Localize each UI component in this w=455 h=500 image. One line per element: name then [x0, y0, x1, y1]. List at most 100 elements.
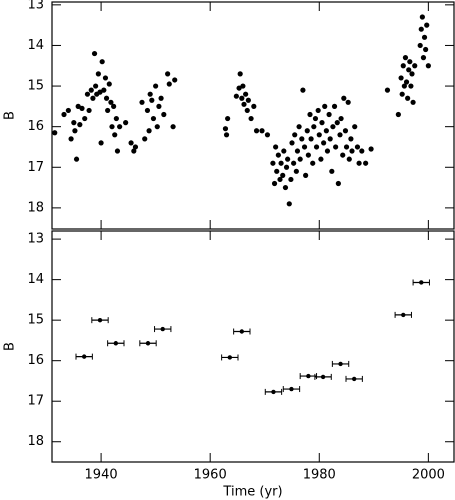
data-point — [289, 140, 295, 146]
data-point — [158, 95, 164, 101]
data-point — [421, 34, 428, 40]
data-point — [223, 132, 230, 138]
data-point — [73, 156, 80, 162]
data-point — [296, 124, 302, 130]
data-point — [398, 75, 404, 81]
data-point — [160, 326, 165, 332]
data-point — [281, 148, 287, 154]
data-point — [359, 148, 365, 154]
data-point — [425, 63, 431, 69]
data-point — [354, 144, 361, 150]
data-point — [275, 152, 281, 158]
y-tick-label: 18 — [27, 434, 44, 449]
data-point — [321, 140, 327, 146]
data-point — [292, 132, 298, 138]
data-point — [399, 91, 405, 97]
data-point — [271, 180, 278, 187]
data-point — [327, 136, 333, 142]
data-point — [97, 89, 103, 95]
data-point — [139, 99, 145, 105]
data-point — [150, 115, 157, 122]
data-point — [103, 95, 110, 101]
data-point — [356, 160, 362, 166]
data-point — [301, 144, 308, 150]
data-point — [112, 132, 118, 138]
data-point — [68, 136, 74, 142]
data-point — [286, 201, 292, 207]
y-axis-label: B — [3, 111, 18, 120]
data-point — [403, 79, 410, 85]
data-point — [349, 148, 355, 154]
data-point — [313, 144, 320, 150]
data-point — [239, 95, 245, 101]
data-point — [307, 111, 313, 118]
data-point — [288, 176, 294, 183]
y-tick-label: 18 — [27, 200, 44, 215]
data-point — [105, 107, 111, 114]
data-point — [343, 144, 350, 150]
data-point — [236, 85, 242, 91]
data-point — [71, 120, 77, 126]
data-point — [351, 376, 357, 382]
data-point — [310, 160, 316, 166]
data-point — [283, 164, 290, 170]
data-point — [409, 71, 415, 77]
y-tick-label: 15 — [27, 79, 44, 94]
data-point — [114, 148, 121, 154]
data-point — [326, 111, 332, 118]
data-point — [363, 160, 369, 166]
data-point — [335, 180, 341, 187]
data-point — [342, 128, 349, 134]
data-point — [338, 361, 343, 367]
data-point — [117, 124, 123, 130]
data-point — [419, 14, 425, 20]
data-point — [289, 386, 294, 392]
data-point — [408, 83, 414, 89]
data-point — [90, 95, 96, 101]
data-point — [337, 132, 343, 138]
x-axis-label: Time (yr) — [222, 485, 282, 500]
y-tick-label: 13 — [27, 232, 44, 247]
data-point — [52, 130, 58, 136]
data-point — [101, 87, 107, 93]
data-point — [109, 124, 115, 130]
data-point — [153, 83, 159, 89]
data-point — [308, 136, 314, 142]
data-point — [401, 83, 407, 89]
data-point — [341, 95, 347, 101]
y-tick-label: 17 — [27, 394, 44, 409]
data-point — [172, 77, 178, 83]
data-point — [131, 148, 137, 154]
data-point — [320, 374, 326, 380]
y-tick-label: 17 — [27, 160, 44, 175]
plot-frame — [51, 1, 455, 230]
data-point — [82, 115, 88, 122]
data-point — [144, 107, 151, 114]
data-point — [402, 55, 409, 61]
data-point — [406, 67, 412, 73]
data-point — [99, 59, 105, 65]
data-point — [88, 87, 94, 93]
data-point — [61, 111, 67, 118]
data-point — [154, 124, 160, 130]
data-point — [147, 91, 153, 97]
data-point — [128, 140, 134, 146]
data-point — [333, 144, 339, 150]
data-point — [145, 341, 151, 346]
x-tick-label: 1980 — [303, 468, 336, 483]
data-point — [81, 354, 87, 359]
data-point — [311, 124, 317, 130]
x-tick-label: 1940 — [85, 468, 118, 483]
data-point — [285, 156, 291, 162]
y-axis-label: B — [3, 342, 18, 351]
data-point — [300, 87, 306, 93]
data-point — [241, 101, 247, 107]
data-point — [318, 156, 324, 162]
x-tick-label: 2000 — [412, 468, 445, 483]
data-point — [424, 22, 430, 28]
plot-frame — [51, 230, 455, 463]
data-point — [111, 103, 117, 109]
data-point — [306, 373, 311, 379]
data-point — [108, 99, 114, 105]
data-point — [244, 107, 250, 114]
